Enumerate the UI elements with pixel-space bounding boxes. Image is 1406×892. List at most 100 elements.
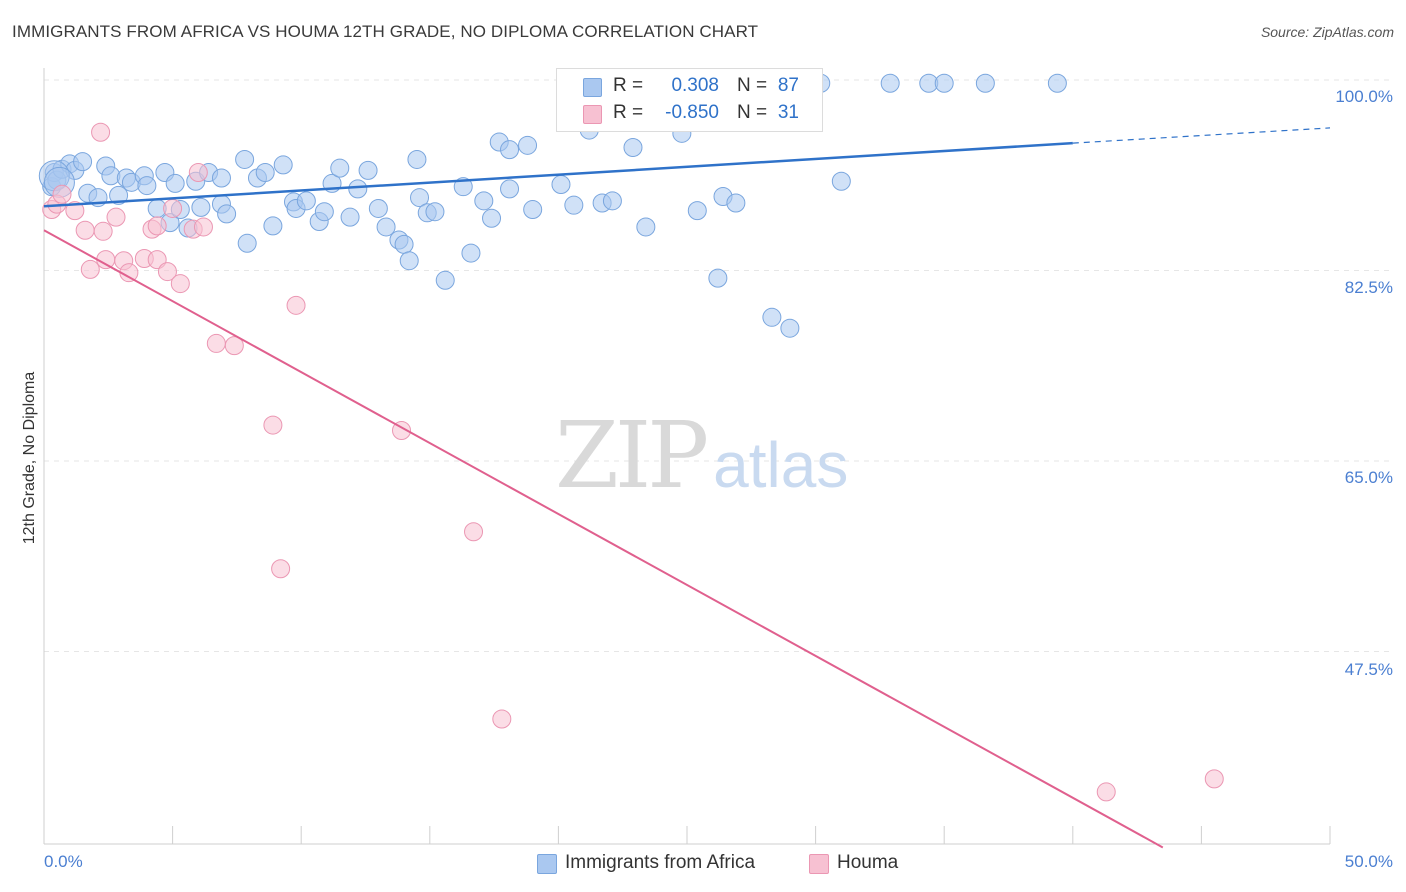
data-point-houma — [106, 207, 126, 227]
data-point-africa — [880, 73, 900, 93]
data-point-africa — [564, 195, 584, 215]
data-point-africa — [394, 234, 414, 254]
data-point-africa — [340, 207, 360, 227]
data-point-houma — [188, 163, 208, 183]
data-point-africa — [296, 191, 316, 211]
data-point-africa — [482, 208, 502, 228]
n-label: N = — [737, 102, 768, 123]
data-point-africa — [165, 173, 185, 193]
data-point-africa — [726, 193, 746, 213]
data-point-africa — [237, 233, 257, 253]
y-tick-label: 47.5% — [1344, 660, 1393, 679]
data-point-houma — [163, 198, 183, 218]
n-value-blue: 87 — [777, 75, 799, 96]
data-point-houma — [147, 216, 167, 236]
data-point-africa — [255, 163, 275, 183]
legend-swatch-pink — [809, 854, 829, 874]
data-point-africa — [500, 179, 520, 199]
data-point-africa — [934, 73, 954, 93]
legend-label-africa: Immigrants from Africa — [565, 852, 756, 873]
watermark-zip: ZIP — [555, 402, 709, 509]
data-point-africa — [975, 73, 995, 93]
data-point-africa — [235, 149, 255, 169]
stats-row-pink: R = -0.850 N = 31 — [557, 100, 822, 128]
pink-swatch — [583, 105, 602, 124]
data-point-africa — [137, 176, 157, 196]
data-point-houma — [224, 336, 244, 356]
data-point-africa — [474, 191, 494, 211]
data-point-africa — [273, 155, 293, 175]
data-point-africa — [602, 191, 622, 211]
y-tick-label: 82.5% — [1344, 278, 1393, 297]
series-legend: Immigrants from Africa Houma — [0, 852, 1406, 878]
y-tick-label: 65.0% — [1344, 468, 1393, 487]
data-point-africa — [500, 140, 520, 160]
y-axis-label: 12th Grade, No Diploma — [21, 371, 38, 545]
data-point-houma — [206, 333, 226, 353]
data-point-houma — [93, 221, 113, 241]
data-point-africa — [780, 318, 800, 338]
data-point-africa — [348, 179, 368, 199]
r-label: R = — [613, 102, 644, 123]
n-label: N = — [737, 75, 768, 96]
data-point-africa — [687, 201, 707, 221]
data-point-houma — [464, 522, 484, 542]
x-tick-label-max: 50.0% — [1344, 852, 1393, 871]
data-point-houma — [286, 295, 306, 315]
legend-label-houma: Houma — [837, 852, 899, 873]
data-point-africa — [330, 158, 350, 178]
legend-swatch-blue — [537, 854, 557, 874]
data-point-houma — [170, 274, 190, 294]
data-point-africa — [551, 175, 571, 195]
y-tick-label: 100.0% — [1335, 87, 1393, 106]
data-point-houma — [80, 259, 100, 279]
r-value-blue: 0.308 — [671, 75, 719, 96]
data-point-africa — [263, 216, 283, 236]
data-point-houma — [96, 250, 116, 270]
data-point-africa — [376, 217, 396, 237]
data-point-africa — [518, 135, 538, 155]
data-point-houma — [1096, 782, 1116, 802]
data-point-africa — [425, 202, 445, 222]
chart-title: IMMIGRANTS FROM AFRICA VS HOUMA 12TH GRA… — [12, 22, 759, 41]
data-point-africa — [399, 251, 419, 271]
blue-swatch — [583, 78, 602, 97]
data-point-africa — [708, 268, 728, 288]
data-point-houma — [193, 217, 213, 237]
data-point-africa — [461, 243, 481, 263]
data-point-africa — [73, 152, 93, 172]
data-point-africa — [623, 137, 643, 157]
chart-source: Source: ZipAtlas.com — [1260, 24, 1394, 40]
data-point-houma — [65, 201, 85, 221]
r-value-pink: -0.850 — [665, 102, 719, 123]
data-point-africa — [358, 160, 378, 180]
zipatlas-watermark: ZIP atlas — [555, 402, 848, 509]
data-point-houma — [52, 184, 72, 204]
data-point-africa — [211, 168, 231, 188]
data-point-africa — [368, 198, 388, 218]
data-point-houma — [75, 220, 95, 240]
data-point-africa — [410, 188, 430, 208]
data-point-africa — [762, 307, 782, 327]
trend-line-houma — [43, 229, 1164, 849]
data-point-houma — [492, 709, 512, 729]
stats-legend: R = 0.308 N = 87 R = -0.850 N = 31 — [556, 68, 823, 132]
trend-line-africa-extension — [1072, 127, 1331, 144]
trend-line-africa — [43, 141, 1073, 208]
data-point-africa — [831, 171, 851, 191]
data-point-africa — [523, 200, 543, 220]
data-point-africa — [636, 217, 656, 237]
data-point-houma — [1204, 769, 1224, 789]
r-label: R = — [613, 75, 644, 96]
n-value-pink: 31 — [777, 102, 799, 123]
data-point-africa — [314, 202, 334, 222]
data-point-africa — [407, 149, 427, 169]
data-point-africa — [453, 177, 473, 197]
data-point-houma — [91, 122, 111, 142]
data-point-houma — [157, 262, 177, 282]
x-tick-label-min: 0.0% — [44, 852, 83, 871]
data-point-africa — [109, 185, 129, 205]
data-point-africa — [191, 197, 211, 217]
data-point-houma — [271, 559, 291, 579]
